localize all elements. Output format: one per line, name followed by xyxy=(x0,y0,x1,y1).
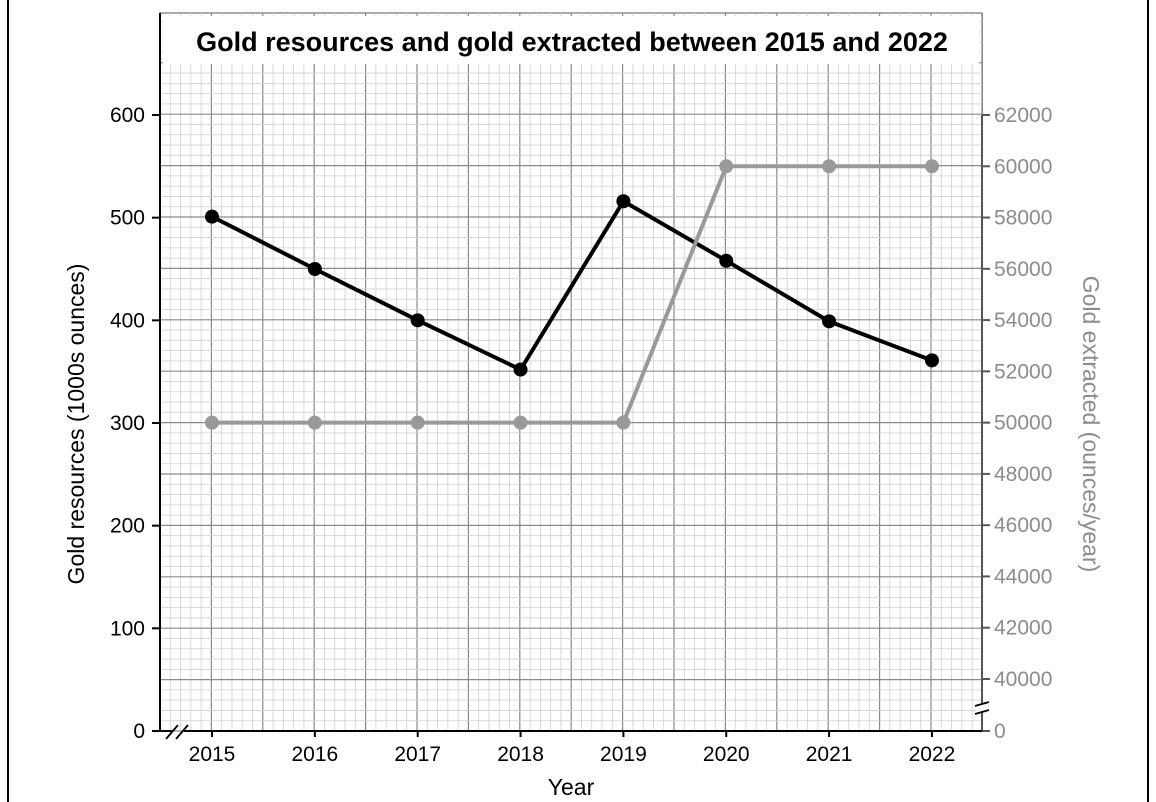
y-tick-right-zero: 0 xyxy=(994,720,1006,743)
series xyxy=(205,159,939,430)
y-tick-right: 62000 xyxy=(994,104,1052,127)
y-tick-left: 200 xyxy=(110,515,145,538)
x-tick: 2019 xyxy=(600,743,647,766)
y-tick-right: 54000 xyxy=(994,309,1052,332)
x-tick: 2022 xyxy=(909,743,956,766)
data-point-left xyxy=(719,253,734,268)
x-axis-label: Year xyxy=(548,774,595,800)
x-tick: 2016 xyxy=(291,743,338,766)
y-tick-right: 48000 xyxy=(994,463,1052,486)
data-point-left xyxy=(616,194,631,209)
series-line-left xyxy=(211,199,933,372)
x-axis-break-mark xyxy=(165,724,179,740)
y-tick-left: 500 xyxy=(110,207,145,230)
title-background xyxy=(163,16,979,64)
series-line-right xyxy=(212,164,932,425)
data-point-left xyxy=(924,353,939,368)
right-axis-break-gap xyxy=(976,704,988,712)
y-tick-right: 52000 xyxy=(994,360,1052,383)
y-tick-left: 400 xyxy=(110,309,145,332)
data-point-left xyxy=(513,362,528,377)
data-point-right xyxy=(616,415,631,430)
grid xyxy=(159,12,984,732)
page-border-right xyxy=(1147,0,1149,802)
y-tick-right: 50000 xyxy=(994,412,1052,435)
data-point-left xyxy=(307,262,322,276)
x-tick: 2017 xyxy=(394,743,441,766)
y-tick-left: 0 xyxy=(133,720,145,743)
y-tick-right: 60000 xyxy=(994,155,1052,178)
data-point-left xyxy=(205,209,219,224)
y-tick-right: 40000 xyxy=(994,668,1052,691)
data-point-left xyxy=(410,313,425,328)
y-tick-right: 46000 xyxy=(994,514,1052,537)
y-tick-right: 58000 xyxy=(994,207,1052,230)
chart-title: Gold resources and gold extracted betwee… xyxy=(196,27,948,57)
y-tick-left: 600 xyxy=(110,104,145,127)
data-point-right xyxy=(410,415,425,430)
x-tick: 2015 xyxy=(189,743,236,766)
y-tick-right: 44000 xyxy=(994,565,1052,588)
y-axis-label-right: Gold extracted (ounces/year) xyxy=(1078,276,1104,573)
x-tick: 2021 xyxy=(806,743,853,766)
y-axis-label-left: Gold resources (1000s ounces) xyxy=(63,264,89,585)
data-point-right xyxy=(205,415,219,430)
x-axis-break-mark xyxy=(175,724,189,740)
data-point-right xyxy=(307,415,322,430)
data-point-right xyxy=(719,159,734,174)
data-point-right xyxy=(924,159,939,174)
right-axis-break-mark xyxy=(974,701,990,707)
y-tick-left: 100 xyxy=(110,617,145,640)
y-tick-right: 56000 xyxy=(994,258,1052,281)
tick-labels: 0 100 200 300 400 500 600 40000 42000 44000 46000 4… xyxy=(110,104,1052,766)
x-tick: 2020 xyxy=(703,743,750,766)
y-tick-left: 300 xyxy=(110,412,145,435)
data-point-right xyxy=(822,159,837,174)
data-point-right xyxy=(513,415,528,430)
y-tick-right: 42000 xyxy=(994,617,1052,640)
right-axis-break-mark xyxy=(974,709,990,715)
page-border-left xyxy=(7,0,9,802)
data-point-left xyxy=(822,314,837,329)
x-tick: 2018 xyxy=(497,743,544,766)
